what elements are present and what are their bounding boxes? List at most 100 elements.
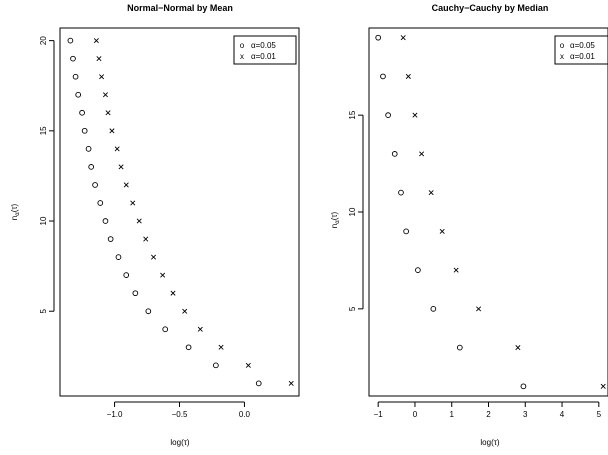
legend-frame — [554, 35, 608, 65]
data-point-cross — [123, 182, 129, 188]
data-point-cross — [197, 326, 203, 332]
data-point-circle — [162, 326, 169, 333]
y-axis-label: nα(τ) — [330, 211, 341, 228]
data-point-circle — [255, 380, 262, 387]
data-point-circle — [81, 127, 88, 134]
data-point-circle — [380, 73, 386, 80]
data-point-circle — [430, 305, 437, 312]
data-point-cross — [160, 272, 166, 278]
data-point-circle — [391, 151, 398, 157]
data-point-circle — [67, 37, 74, 44]
legend-label-alpha-005: α=0.05 — [570, 41, 595, 50]
data-point-cross — [288, 380, 294, 386]
data-point-cross — [439, 228, 445, 234]
y-axis-label-main: n — [330, 224, 339, 228]
x-tick-label: 2 — [486, 410, 491, 419]
data-point-cross — [143, 236, 149, 242]
y-axis: 5 10 15 20 — [39, 36, 55, 313]
x-tick-label: 4 — [560, 410, 565, 419]
data-point-cross — [96, 56, 102, 62]
data-point-cross — [182, 308, 188, 314]
data-point-cross — [515, 345, 521, 351]
data-point-cross — [476, 306, 482, 312]
chart-title: Cauchy−Cauchy by Median — [432, 3, 549, 13]
chart-title: Normal−Normal by Mean — [127, 3, 233, 13]
series-alpha-005 — [67, 37, 262, 387]
series-alpha-001 — [400, 35, 606, 389]
data-point-circle — [520, 383, 527, 390]
data-point-circle — [97, 200, 104, 206]
data-point-cross — [453, 267, 459, 273]
legend-label-alpha-001: α=0.01 — [251, 52, 276, 61]
legend-frame — [233, 35, 297, 65]
y-axis-label-main: n — [10, 216, 19, 220]
legend: o α=0.05 x α=0.01 — [554, 35, 608, 65]
data-point-cross — [118, 164, 124, 170]
data-point-cross — [170, 290, 176, 296]
x-axis: −1 0 1 2 3 4 5 — [374, 401, 602, 419]
data-point-circle — [385, 112, 391, 119]
data-point-circle — [115, 254, 122, 260]
data-point-cross — [114, 146, 120, 152]
data-point-circle — [398, 189, 404, 196]
data-point-circle — [123, 272, 130, 278]
series-alpha-001 — [93, 38, 294, 386]
plot-frame — [59, 27, 300, 397]
x-tick-label: 1 — [450, 410, 455, 419]
data-point-cross — [130, 200, 136, 206]
legend: o α=0.05 x α=0.01 — [233, 35, 297, 65]
data-point-cross — [400, 35, 406, 41]
data-point-circle — [375, 34, 382, 41]
chart-panel-cauchy-cauchy: Cauchy−Cauchy by Median log(τ) nα(τ) o α… — [330, 3, 608, 447]
y-tick-label: 5 — [348, 306, 357, 311]
y-axis-label: nα(τ) — [10, 203, 21, 220]
y-axis-label-tail: (τ) — [330, 211, 339, 220]
data-point-circle — [145, 308, 152, 315]
data-point-circle — [70, 55, 76, 62]
data-point-circle — [403, 228, 409, 235]
data-point-cross — [245, 362, 251, 368]
series-alpha-005 — [375, 34, 527, 390]
data-point-cross — [99, 74, 105, 80]
data-point-cross — [412, 112, 418, 118]
x-tick-label: 5 — [597, 410, 602, 419]
x-tick-label: −0.5 — [172, 410, 188, 419]
y-tick-label: 10 — [39, 216, 48, 225]
y-tick-label: 20 — [39, 36, 48, 45]
data-point-circle — [456, 344, 463, 351]
x-axis-label: log(τ) — [480, 438, 500, 447]
y-tick-label: 15 — [348, 110, 357, 119]
chart-panel-normal-normal: Normal−Normal by Mean log(τ) nα(τ) o α=0… — [10, 3, 300, 447]
y-tick-label: 5 — [39, 308, 48, 313]
data-point-cross — [428, 190, 434, 196]
x-axis-label: log(τ) — [170, 438, 190, 447]
legend-marker-x: x — [560, 52, 564, 61]
data-point-circle — [415, 267, 421, 273]
y-tick-label: 15 — [39, 126, 48, 135]
x-axis: −1.0 −0.5 0.0 — [107, 401, 251, 419]
x-tick-label: 0.0 — [239, 410, 251, 419]
x-tick-label: −1 — [374, 410, 384, 419]
y-axis-label-subscript: α — [15, 212, 21, 216]
data-point-circle — [132, 290, 139, 297]
data-point-cross — [109, 128, 115, 134]
data-point-cross — [218, 344, 224, 350]
data-point-circle — [185, 344, 192, 351]
data-point-circle — [88, 164, 95, 170]
legend-marker-o: o — [560, 41, 565, 50]
x-tick-label: 3 — [523, 410, 528, 419]
data-point-cross — [405, 73, 411, 79]
data-point-circle — [72, 73, 79, 80]
x-tick-label: −1.0 — [107, 410, 123, 419]
y-tick-label: 10 — [348, 207, 357, 216]
data-point-cross — [93, 38, 99, 44]
data-point-circle — [85, 146, 92, 152]
x-tick-label: 0 — [413, 410, 418, 419]
y-axis-label-subscript: α — [335, 220, 341, 224]
data-point-cross — [102, 92, 108, 98]
data-point-circle — [79, 109, 85, 116]
data-point-circle — [107, 236, 114, 242]
plot-frame — [368, 27, 608, 397]
data-point-cross — [419, 151, 425, 157]
